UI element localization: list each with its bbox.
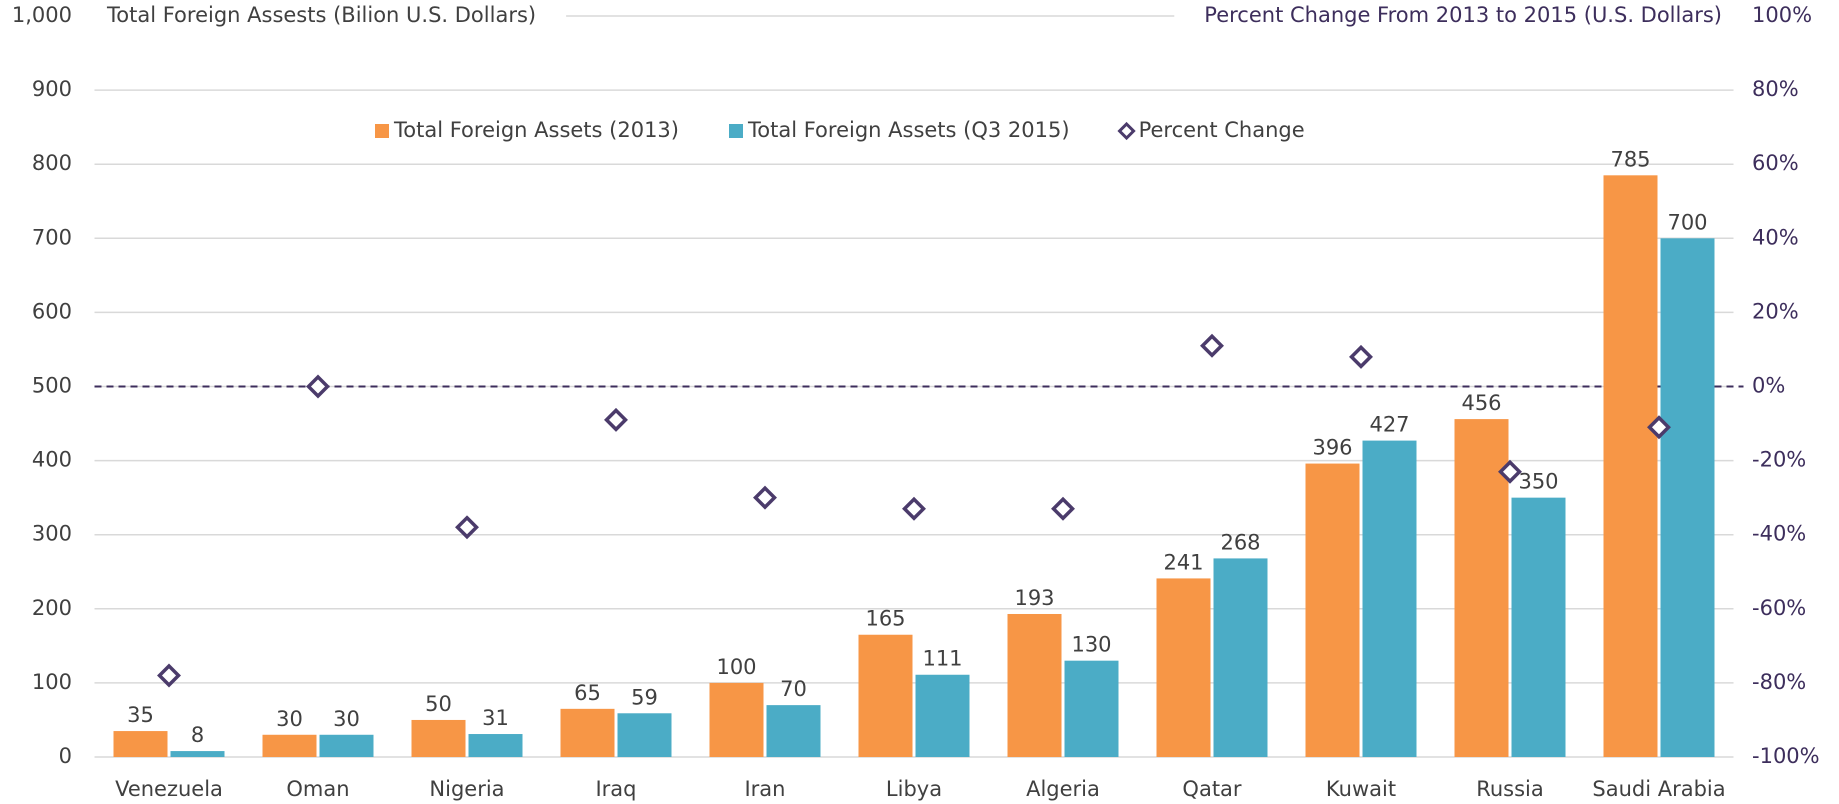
data-label: 427 <box>1369 413 1409 437</box>
x-tick-label: Saudi Arabia <box>1592 777 1725 801</box>
bar <box>170 751 225 757</box>
y-tick-label: 500 <box>32 374 72 398</box>
bar <box>1603 175 1658 757</box>
diamond-marker <box>1200 333 1224 358</box>
bar <box>262 734 317 757</box>
diamond-marker <box>1647 415 1671 440</box>
data-label: 111 <box>922 647 962 671</box>
x-tick-label: Venezuela <box>115 777 223 801</box>
bar <box>1305 463 1360 757</box>
x-tick-label: Algeria <box>1026 777 1100 801</box>
data-label: 70 <box>780 677 807 701</box>
diamond-marker <box>455 515 479 540</box>
bar <box>1362 440 1417 757</box>
y-tick-label: 0 <box>59 744 72 768</box>
y2-tick-label: 60% <box>1752 151 1799 175</box>
x-tick-label: Qatar <box>1182 777 1242 801</box>
legend-swatch <box>729 124 743 138</box>
data-label: 30 <box>276 707 303 731</box>
bar <box>1007 613 1062 757</box>
bar <box>709 682 764 757</box>
bar <box>1454 419 1509 757</box>
bar <box>1156 578 1211 757</box>
bar <box>468 734 523 757</box>
legend-label: Total Foreign Assets (Q3 2015) <box>747 118 1070 142</box>
diamond-marker <box>753 485 777 510</box>
y-tick-label: 100 <box>32 670 72 694</box>
data-label: 31 <box>482 706 509 730</box>
diamond-marker <box>1051 496 1075 521</box>
data-label: 241 <box>1163 550 1203 574</box>
title-backing <box>1174 3 1752 27</box>
diamond-marker <box>1349 344 1373 369</box>
x-tick-label: Kuwait <box>1326 777 1396 801</box>
legend-swatch <box>375 124 389 138</box>
y2-tick-label: 20% <box>1752 299 1799 323</box>
y-tick-label: 1,000 <box>12 3 72 27</box>
bar <box>617 713 672 757</box>
x-tick-label: Libya <box>886 777 942 801</box>
y2-tick-label: 80% <box>1752 77 1799 101</box>
data-label: 268 <box>1220 530 1260 554</box>
y2-axis-title: Percent Change From 2013 to 2015 (U.S. D… <box>1204 3 1722 27</box>
y-tick-label: 200 <box>32 596 72 620</box>
x-tick-label: Russia <box>1476 777 1544 801</box>
y2-tick-label: -80% <box>1752 670 1806 694</box>
y-axis-title: Total Foreign Assests (Bilion U.S. Dolla… <box>106 3 536 27</box>
bar <box>113 731 168 757</box>
diamond-marker <box>157 663 181 688</box>
x-tick-label: Iran <box>744 777 785 801</box>
legend-label: Total Foreign Assets (2013) <box>393 118 679 142</box>
y-tick-label: 300 <box>32 522 72 546</box>
bar <box>858 634 913 757</box>
data-label: 59 <box>631 685 658 709</box>
data-label: 50 <box>425 692 452 716</box>
data-label: 456 <box>1461 391 1501 415</box>
y-tick-label: 700 <box>32 225 72 249</box>
data-label: 165 <box>865 607 905 631</box>
bar <box>1511 497 1566 757</box>
y-tick-label: 800 <box>32 151 72 175</box>
bar <box>560 708 615 757</box>
y2-tick-label: -40% <box>1752 522 1806 546</box>
y2-tick-label: -60% <box>1752 596 1806 620</box>
data-label: 30 <box>333 707 360 731</box>
data-label: 100 <box>716 655 756 679</box>
y2-tick-label: 100% <box>1752 3 1812 27</box>
y-tick-label: 400 <box>32 448 72 472</box>
data-label: 193 <box>1014 586 1054 610</box>
diamond-marker <box>306 374 330 399</box>
data-label: 396 <box>1312 436 1352 460</box>
title-backing <box>76 3 567 27</box>
bar <box>915 674 970 757</box>
data-label: 130 <box>1071 633 1111 657</box>
data-label: 350 <box>1518 470 1558 494</box>
bar <box>1064 660 1119 757</box>
bar <box>411 719 466 757</box>
legend-marker <box>1117 121 1136 141</box>
y2-tick-label: 0% <box>1752 374 1785 398</box>
y2-tick-label: -100% <box>1752 744 1820 768</box>
bar <box>1213 558 1268 757</box>
bar <box>319 734 374 757</box>
data-label: 700 <box>1667 210 1707 234</box>
diamond-marker <box>902 496 926 521</box>
data-label: 8 <box>191 723 204 747</box>
y2-tick-label: 40% <box>1752 225 1799 249</box>
data-label: 785 <box>1610 147 1650 171</box>
x-tick-label: Nigeria <box>429 777 504 801</box>
y2-tick-label: -20% <box>1752 448 1806 472</box>
bar <box>766 705 821 757</box>
data-label: 65 <box>574 681 601 705</box>
diamond-marker <box>1498 459 1522 484</box>
x-tick-label: Iraq <box>595 777 636 801</box>
data-label: 35 <box>127 703 154 727</box>
y-tick-label: 600 <box>32 299 72 323</box>
x-tick-label: Oman <box>286 777 349 801</box>
y-tick-label: 900 <box>32 77 72 101</box>
diamond-marker <box>604 407 628 432</box>
bar <box>1660 238 1715 758</box>
legend-label: Percent Change <box>1139 118 1305 142</box>
